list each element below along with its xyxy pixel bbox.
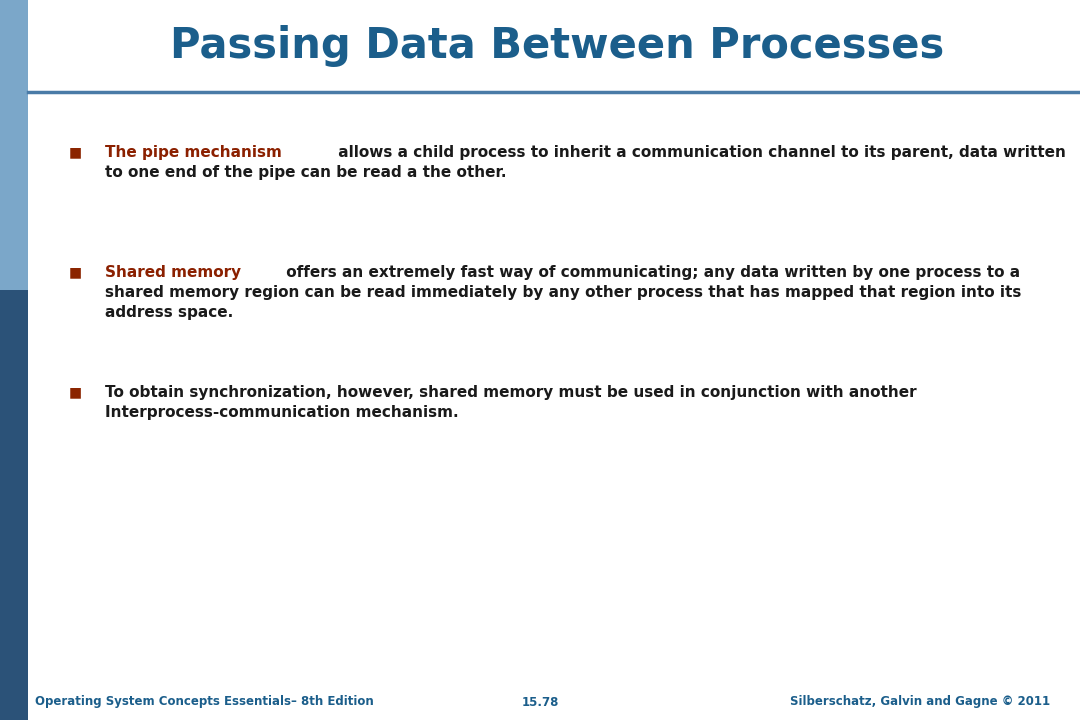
- Bar: [0, 0, 28, 290]
- Text: To obtain synchronization, however, shared memory must be used in conjunction wi: To obtain synchronization, however, shar…: [105, 385, 917, 400]
- Text: Passing Data Between Processes: Passing Data Between Processes: [170, 25, 944, 67]
- Text: Shared memory: Shared memory: [105, 265, 241, 280]
- Text: offers an extremely fast way of communicating; any data written by one process t: offers an extremely fast way of communic…: [281, 265, 1020, 280]
- Text: Operating System Concepts Essentials– 8th Edition: Operating System Concepts Essentials– 8t…: [35, 696, 374, 708]
- Text: address space.: address space.: [105, 305, 233, 320]
- Text: Interprocess-communication mechanism.: Interprocess-communication mechanism.: [105, 405, 459, 420]
- Text: ■: ■: [68, 385, 82, 399]
- Text: ■: ■: [68, 145, 82, 159]
- Text: to one end of the pipe can be read a the other.: to one end of the pipe can be read a the…: [105, 165, 507, 180]
- Text: shared memory region can be read immediately by any other process that has mappe: shared memory region can be read immedia…: [105, 285, 1022, 300]
- Text: 15.78: 15.78: [522, 696, 558, 708]
- Bar: [0, 290, 28, 720]
- Text: Silberschatz, Galvin and Gagne © 2011: Silberschatz, Galvin and Gagne © 2011: [789, 696, 1050, 708]
- Text: ■: ■: [68, 265, 82, 279]
- Text: The pipe mechanism: The pipe mechanism: [105, 145, 282, 160]
- Text: allows a child process to inherit a communication channel to its parent, data wr: allows a child process to inherit a comm…: [334, 145, 1066, 160]
